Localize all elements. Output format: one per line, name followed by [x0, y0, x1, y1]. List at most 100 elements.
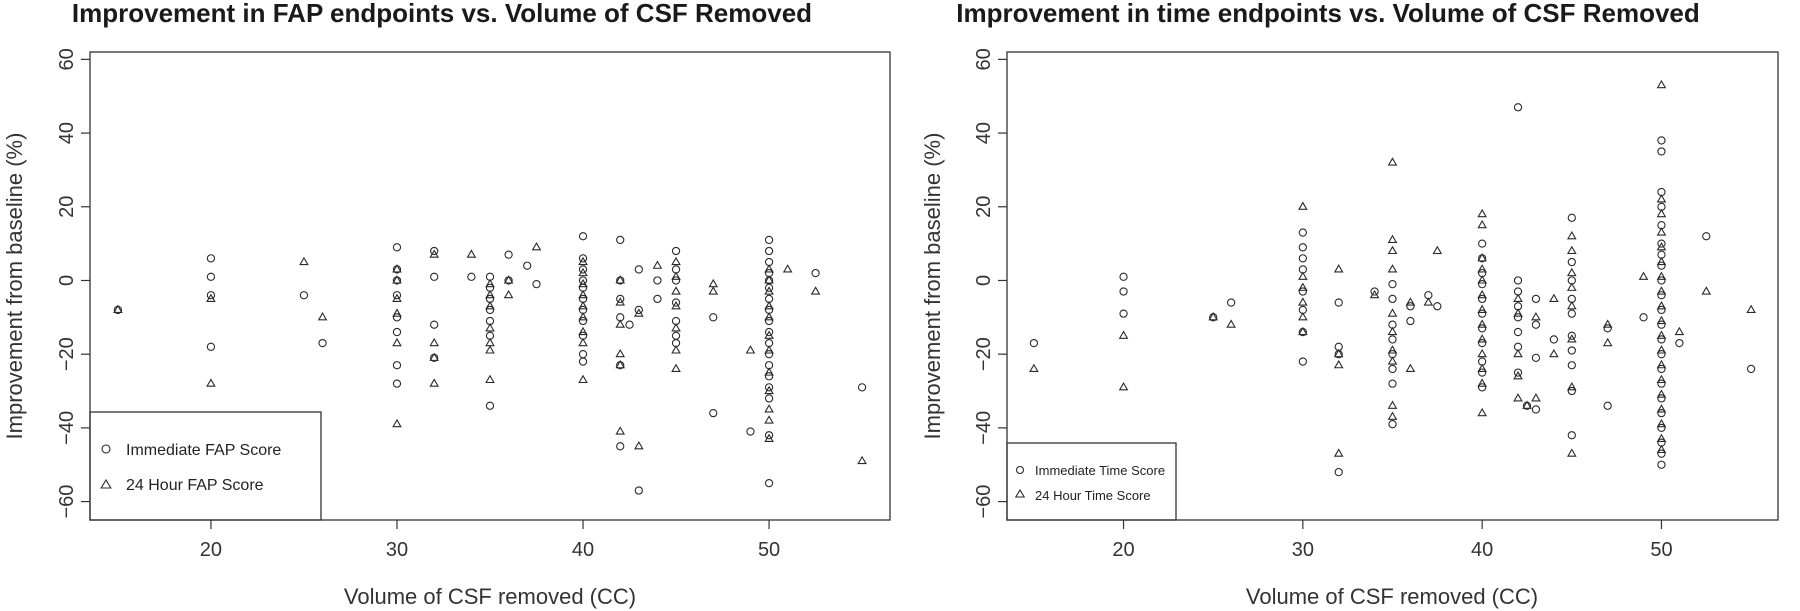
data-point-triangle [671, 256, 681, 266]
data-point-circle [671, 276, 681, 285]
data-point-circle [764, 327, 774, 337]
data-point-circle [1478, 383, 1487, 392]
data-point-circle [1567, 431, 1576, 440]
data-point-triangle [578, 289, 588, 299]
data-point-triangle [1387, 411, 1398, 420]
data-point-triangle [1531, 393, 1541, 402]
data-point-triangle [671, 271, 681, 280]
data-point-triangle [764, 312, 774, 321]
data-point-circle [764, 235, 774, 245]
data-point-triangle [764, 345, 774, 354]
data-point-triangle [1118, 382, 1129, 391]
data-point-circle [523, 261, 532, 270]
data-point-triangle [764, 385, 774, 395]
data-point-circle [811, 268, 820, 278]
data-point-triangle [810, 286, 821, 295]
y-axis-label: Improvement from baseline (%) [2, 133, 27, 440]
data-point-circle [1657, 364, 1666, 374]
data-point-triangle [206, 378, 216, 387]
data-point-triangle [1674, 326, 1685, 336]
data-point-triangle [1656, 300, 1667, 310]
data-point-triangle [764, 330, 774, 339]
data-point-circle [578, 265, 588, 274]
data-point-circle [1567, 361, 1576, 370]
data-point-triangle [1477, 264, 1487, 273]
data-point-circle [485, 305, 495, 315]
data-point-triangle [1656, 404, 1667, 413]
data-point-circle [764, 246, 774, 256]
data-point-triangle [531, 242, 542, 251]
data-point-triangle [392, 264, 402, 273]
data-point-triangle [1477, 275, 1487, 284]
data-point-circle [616, 442, 625, 451]
data-point-triangle [1405, 297, 1416, 306]
data-point-triangle [764, 415, 774, 424]
data-point-triangle [1656, 345, 1667, 354]
data-point-triangle [1477, 378, 1487, 387]
data-point-triangle [1513, 348, 1523, 358]
data-point-circle [318, 338, 327, 348]
data-point-triangle [1432, 245, 1443, 255]
data-point-triangle [429, 249, 440, 258]
data-point-circle [1639, 313, 1648, 322]
data-point-circle [1657, 394, 1666, 403]
legend-label: Immediate Time Score [1035, 463, 1165, 478]
data-point-triangle [1656, 271, 1667, 280]
data-point-circle [671, 298, 681, 307]
data-point-circle [1657, 379, 1666, 388]
data-point-triangle [1656, 79, 1667, 89]
data-point-triangle [392, 337, 402, 347]
data-point-circle [392, 379, 402, 388]
data-point-circle [1603, 401, 1612, 410]
data-point-triangle [113, 304, 123, 314]
data-point-circle [764, 383, 774, 392]
data-point-triangle [1298, 282, 1308, 291]
data-point-circle [764, 431, 774, 440]
x-tick-label: 50 [758, 539, 780, 561]
data-point-circle [1388, 280, 1397, 289]
data-point-triangle [1566, 300, 1577, 310]
data-point-triangle [1387, 308, 1398, 317]
data-point-circle [1702, 232, 1711, 241]
data-point-circle [1531, 405, 1541, 414]
data-point-circle [1549, 335, 1559, 344]
data-point-triangle [578, 256, 588, 266]
data-point-circle [1029, 338, 1039, 348]
data-point-triangle [1387, 157, 1398, 166]
data-point-triangle [615, 426, 626, 435]
data-point-circle [1531, 353, 1541, 363]
data-point-triangle [1656, 433, 1667, 442]
data-point-triangle [1656, 418, 1667, 428]
data-point-triangle [671, 323, 681, 332]
data-point-circle [634, 486, 643, 495]
data-point-circle [1334, 467, 1343, 477]
data-point-triangle [1656, 208, 1667, 218]
data-point-triangle [671, 363, 681, 372]
data-point-circle [578, 232, 588, 241]
y-tick-label: −60 [973, 485, 995, 519]
data-point-triangle [1566, 245, 1577, 255]
data-point-circle [1567, 346, 1576, 355]
x-tick-label: 50 [1650, 539, 1672, 561]
data-point-triangle [1656, 444, 1667, 454]
x-tick-label: 30 [1292, 539, 1314, 561]
data-point-circle [764, 372, 774, 381]
data-point-circle [206, 272, 216, 281]
x-tick-label: 40 [572, 539, 594, 561]
data-point-triangle [485, 323, 495, 332]
data-point-circle [1334, 298, 1343, 307]
data-point-circle [1657, 239, 1666, 248]
data-point-triangle [671, 286, 681, 295]
data-point-circle [1478, 280, 1487, 289]
y-tick-label: −20 [973, 337, 995, 371]
data-point-triangle [1513, 293, 1523, 302]
data-point-circle [653, 276, 662, 285]
data-point-triangle [764, 433, 774, 442]
data-point-triangle [1656, 194, 1667, 203]
data-point-triangle [1226, 319, 1236, 328]
data-point-triangle [485, 289, 495, 299]
data-point-circle [578, 350, 588, 359]
data-point-circle [1657, 449, 1666, 458]
data-point-triangle [1656, 242, 1667, 251]
data-point-triangle [615, 297, 626, 306]
